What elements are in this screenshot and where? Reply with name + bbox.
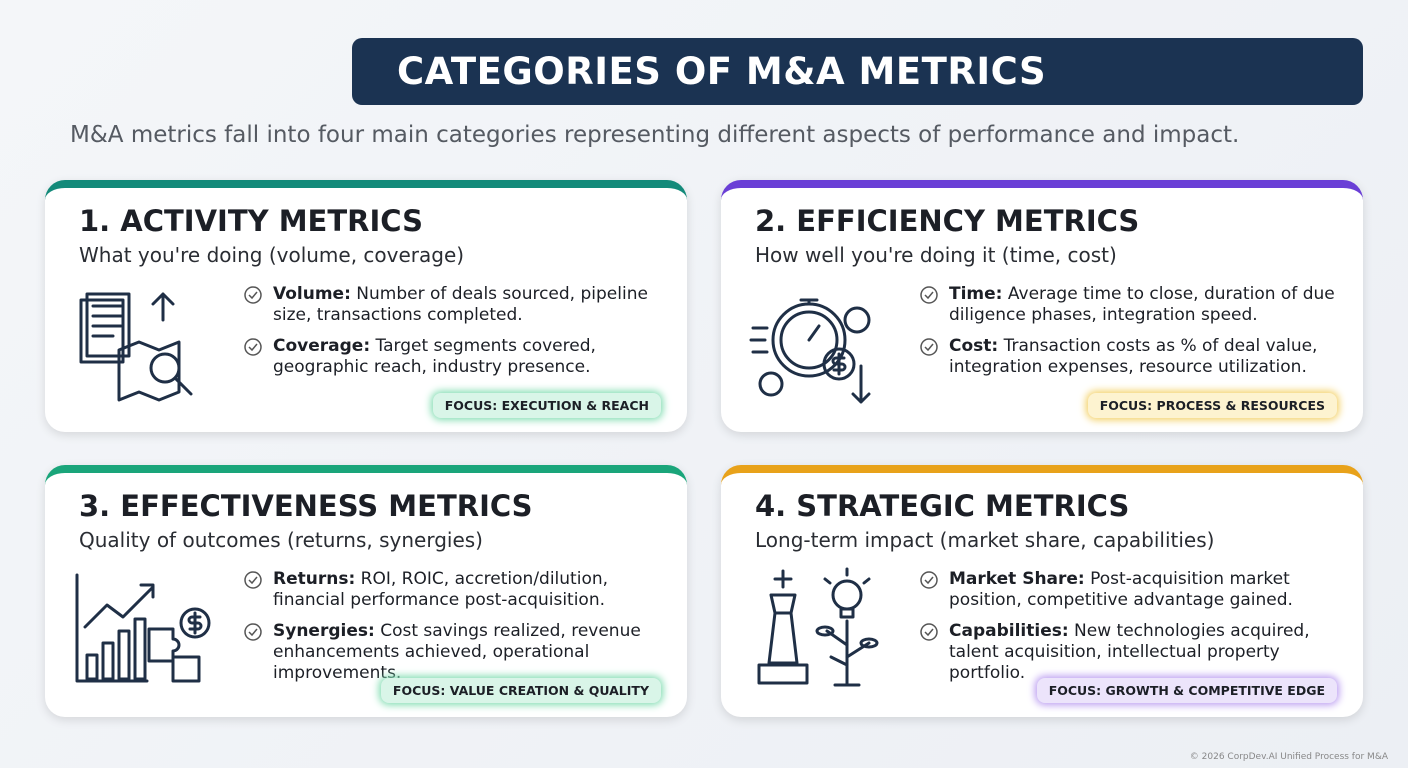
bullet: Market Share: Post-acquisition market po… [949, 569, 1349, 611]
bullet-text: Average time to close, duration of due d… [949, 284, 1335, 325]
focus-pill: FOCUS: PROCESS & RESOURCES [1087, 393, 1337, 418]
card-subtitle: Quality of outcomes (returns, synergies) [79, 528, 483, 552]
card: 4. STRATEGIC METRICS Long-term impact (ma… [721, 465, 1363, 717]
bullet-text: Transaction costs as % of deal value, in… [949, 336, 1318, 377]
bullet-text: New technologies acquired, talent acquis… [949, 621, 1310, 683]
title-banner: CATEGORIES OF M&A METRICS [352, 38, 1363, 105]
card-subtitle: What you're doing (volume, coverage) [79, 243, 465, 267]
check-icon [919, 622, 939, 642]
title: CATEGORIES OF M&A METRICS [397, 50, 1047, 93]
bullet-text: Cost savings realized, revenue enhanceme… [273, 621, 641, 683]
icon [749, 280, 889, 405]
check-icon [919, 337, 939, 357]
subtitle: M&A metrics fall into four main categori… [70, 122, 1240, 148]
bullet-text: Target segments covered, geographic reac… [273, 336, 596, 377]
bullet-label: Cost: [949, 336, 999, 356]
bullet-label: Time: [949, 284, 1003, 304]
check-icon [243, 285, 263, 305]
card-subtitle: Long-term impact (market share, capabili… [755, 528, 1215, 552]
bullet: Returns: ROI, ROIC, accretion/dilution, … [273, 569, 673, 611]
footer: © 2026 CorpDev.AI Unified Process for M&… [1189, 752, 1388, 762]
focus-pill: FOCUS: VALUE CREATION & QUALITY [380, 678, 661, 703]
bullet-label: Returns: [273, 569, 356, 589]
bullet-label: Capabilities: [949, 621, 1069, 641]
card: 3. EFFECTIVENESS METRICS Quality of outco… [45, 465, 687, 717]
check-icon [243, 337, 263, 357]
card-title: 2. EFFICIENCY METRICS [755, 204, 1140, 238]
focus-pill: FOCUS: GROWTH & COMPETITIVE EDGE [1036, 678, 1337, 703]
bullet-text: ROI, ROIC, accretion/dilution, financial… [273, 569, 609, 610]
card: 1. ACTIVITY METRICS What you're doing (vo… [45, 180, 687, 432]
bullet: Volume: Number of deals sourced, pipelin… [273, 284, 673, 326]
bullet-label: Market Share: [949, 569, 1085, 589]
check-icon [243, 570, 263, 590]
card: 2. EFFICIENCY METRICS How well you're doi… [721, 180, 1363, 432]
bullet-label: Coverage: [273, 336, 371, 356]
bullet: Synergies: Cost savings realized, revenu… [273, 621, 673, 684]
bullet: Time: Average time to close, duration of… [949, 284, 1349, 326]
icon [73, 280, 213, 405]
bullet: Capabilities: New technologies acquired,… [949, 621, 1349, 684]
icon [73, 565, 213, 690]
bullet: Coverage: Target segments covered, geogr… [273, 336, 673, 378]
card-subtitle: How well you're doing it (time, cost) [755, 243, 1117, 267]
card-title: 4. STRATEGIC METRICS [755, 489, 1130, 523]
bullet-text: Post-acquisition market position, compet… [949, 569, 1293, 610]
card-title: 1. ACTIVITY METRICS [79, 204, 423, 238]
icon [749, 565, 889, 690]
bullet-text: Number of deals sourced, pipeline size, … [273, 284, 648, 325]
bullet-label: Synergies: [273, 621, 375, 641]
bullet-label: Volume: [273, 284, 351, 304]
check-icon [919, 570, 939, 590]
check-icon [919, 285, 939, 305]
card-title: 3. EFFECTIVENESS METRICS [79, 489, 533, 523]
bullet: Cost: Transaction costs as % of deal val… [949, 336, 1349, 378]
focus-pill: FOCUS: EXECUTION & REACH [432, 393, 661, 418]
check-icon [243, 622, 263, 642]
